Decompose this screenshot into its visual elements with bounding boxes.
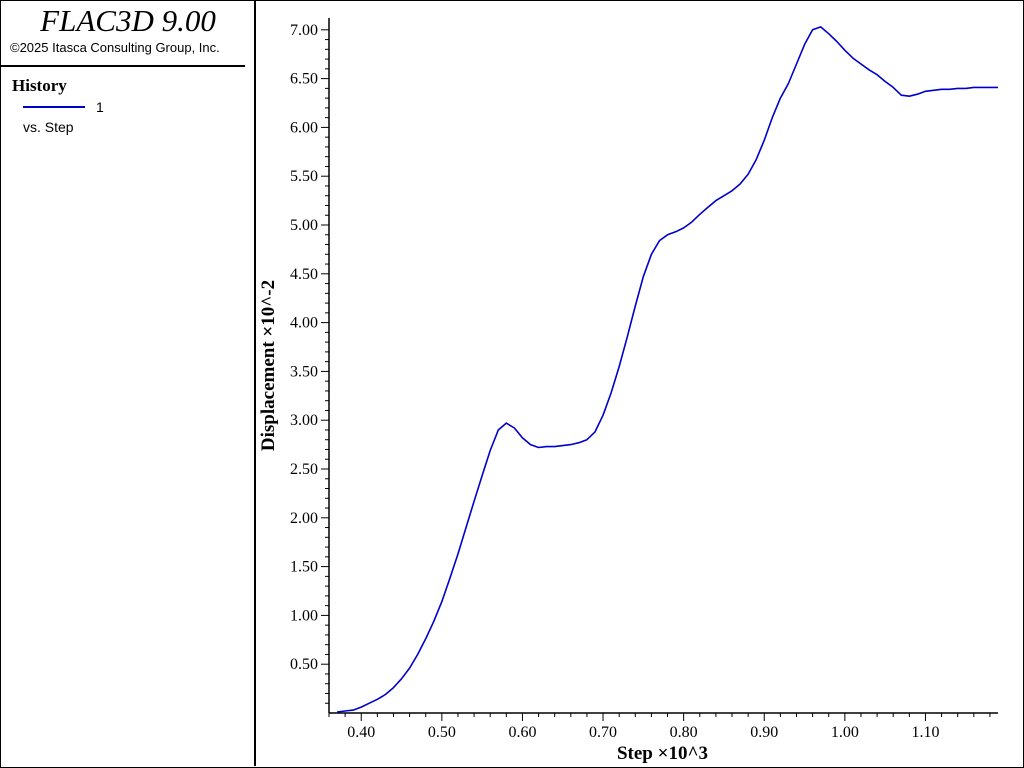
y-tick-label: 2.50 — [290, 461, 318, 478]
series-line-1 — [337, 26, 998, 713]
y-tick-label: 4.50 — [290, 266, 318, 283]
legend-panel: FLAC3D 9.00 ©2025 Itasca Consulting Grou… — [0, 0, 256, 766]
x-tick-label: 1.10 — [911, 724, 939, 741]
y-tick-label: 5.50 — [290, 168, 318, 185]
y-tick-label: 3.50 — [290, 363, 318, 380]
y-axis-title: Displacement ×10^-2 — [258, 280, 279, 451]
app-title: FLAC3D 9.00 — [40, 3, 216, 38]
axes — [328, 18, 998, 714]
legend-heading: History — [12, 76, 67, 95]
x-ticks: 0.40 0.50 0.60 0.70 0.80 0.90 1.00 1.10 — [328, 713, 991, 741]
x-tick-label: 0.90 — [750, 724, 778, 741]
legend-series-swatch — [23, 106, 85, 108]
y-tick-label: 5.00 — [290, 217, 318, 234]
legend-series-label: 1 — [96, 99, 104, 115]
copyright-text: ©2025 Itasca Consulting Group, Inc. — [10, 40, 220, 55]
y-tick-label: 2.00 — [290, 510, 318, 527]
y-tick-label: 0.50 — [290, 656, 318, 673]
y-tick-label: 1.00 — [290, 607, 318, 624]
x-tick-label: 0.40 — [347, 724, 375, 741]
y-ticks: 0.50 1.00 1.50 2.00 2.50 3.00 3.50 4.00 4.50 5.00… — [290, 22, 329, 704]
series-layer — [337, 26, 998, 713]
x-axis-title: Step ×10^3 — [617, 743, 708, 764]
y-tick-label: 1.50 — [290, 559, 318, 576]
legend-divider — [0, 65, 245, 67]
y-tick-label: 6.50 — [290, 71, 318, 88]
x-tick-label: 0.70 — [589, 724, 617, 741]
y-tick-label: 3.00 — [290, 412, 318, 429]
x-tick-label: 0.50 — [428, 724, 456, 741]
y-tick-label: 7.00 — [290, 22, 318, 39]
y-tick-label: 6.00 — [290, 119, 318, 136]
x-tick-label: 0.60 — [508, 724, 536, 741]
x-tick-label: 1.00 — [831, 724, 859, 741]
y-tick-label: 4.00 — [290, 315, 318, 332]
x-tick-label: 0.80 — [670, 724, 698, 741]
legend-vs-label: vs. Step — [23, 119, 74, 135]
